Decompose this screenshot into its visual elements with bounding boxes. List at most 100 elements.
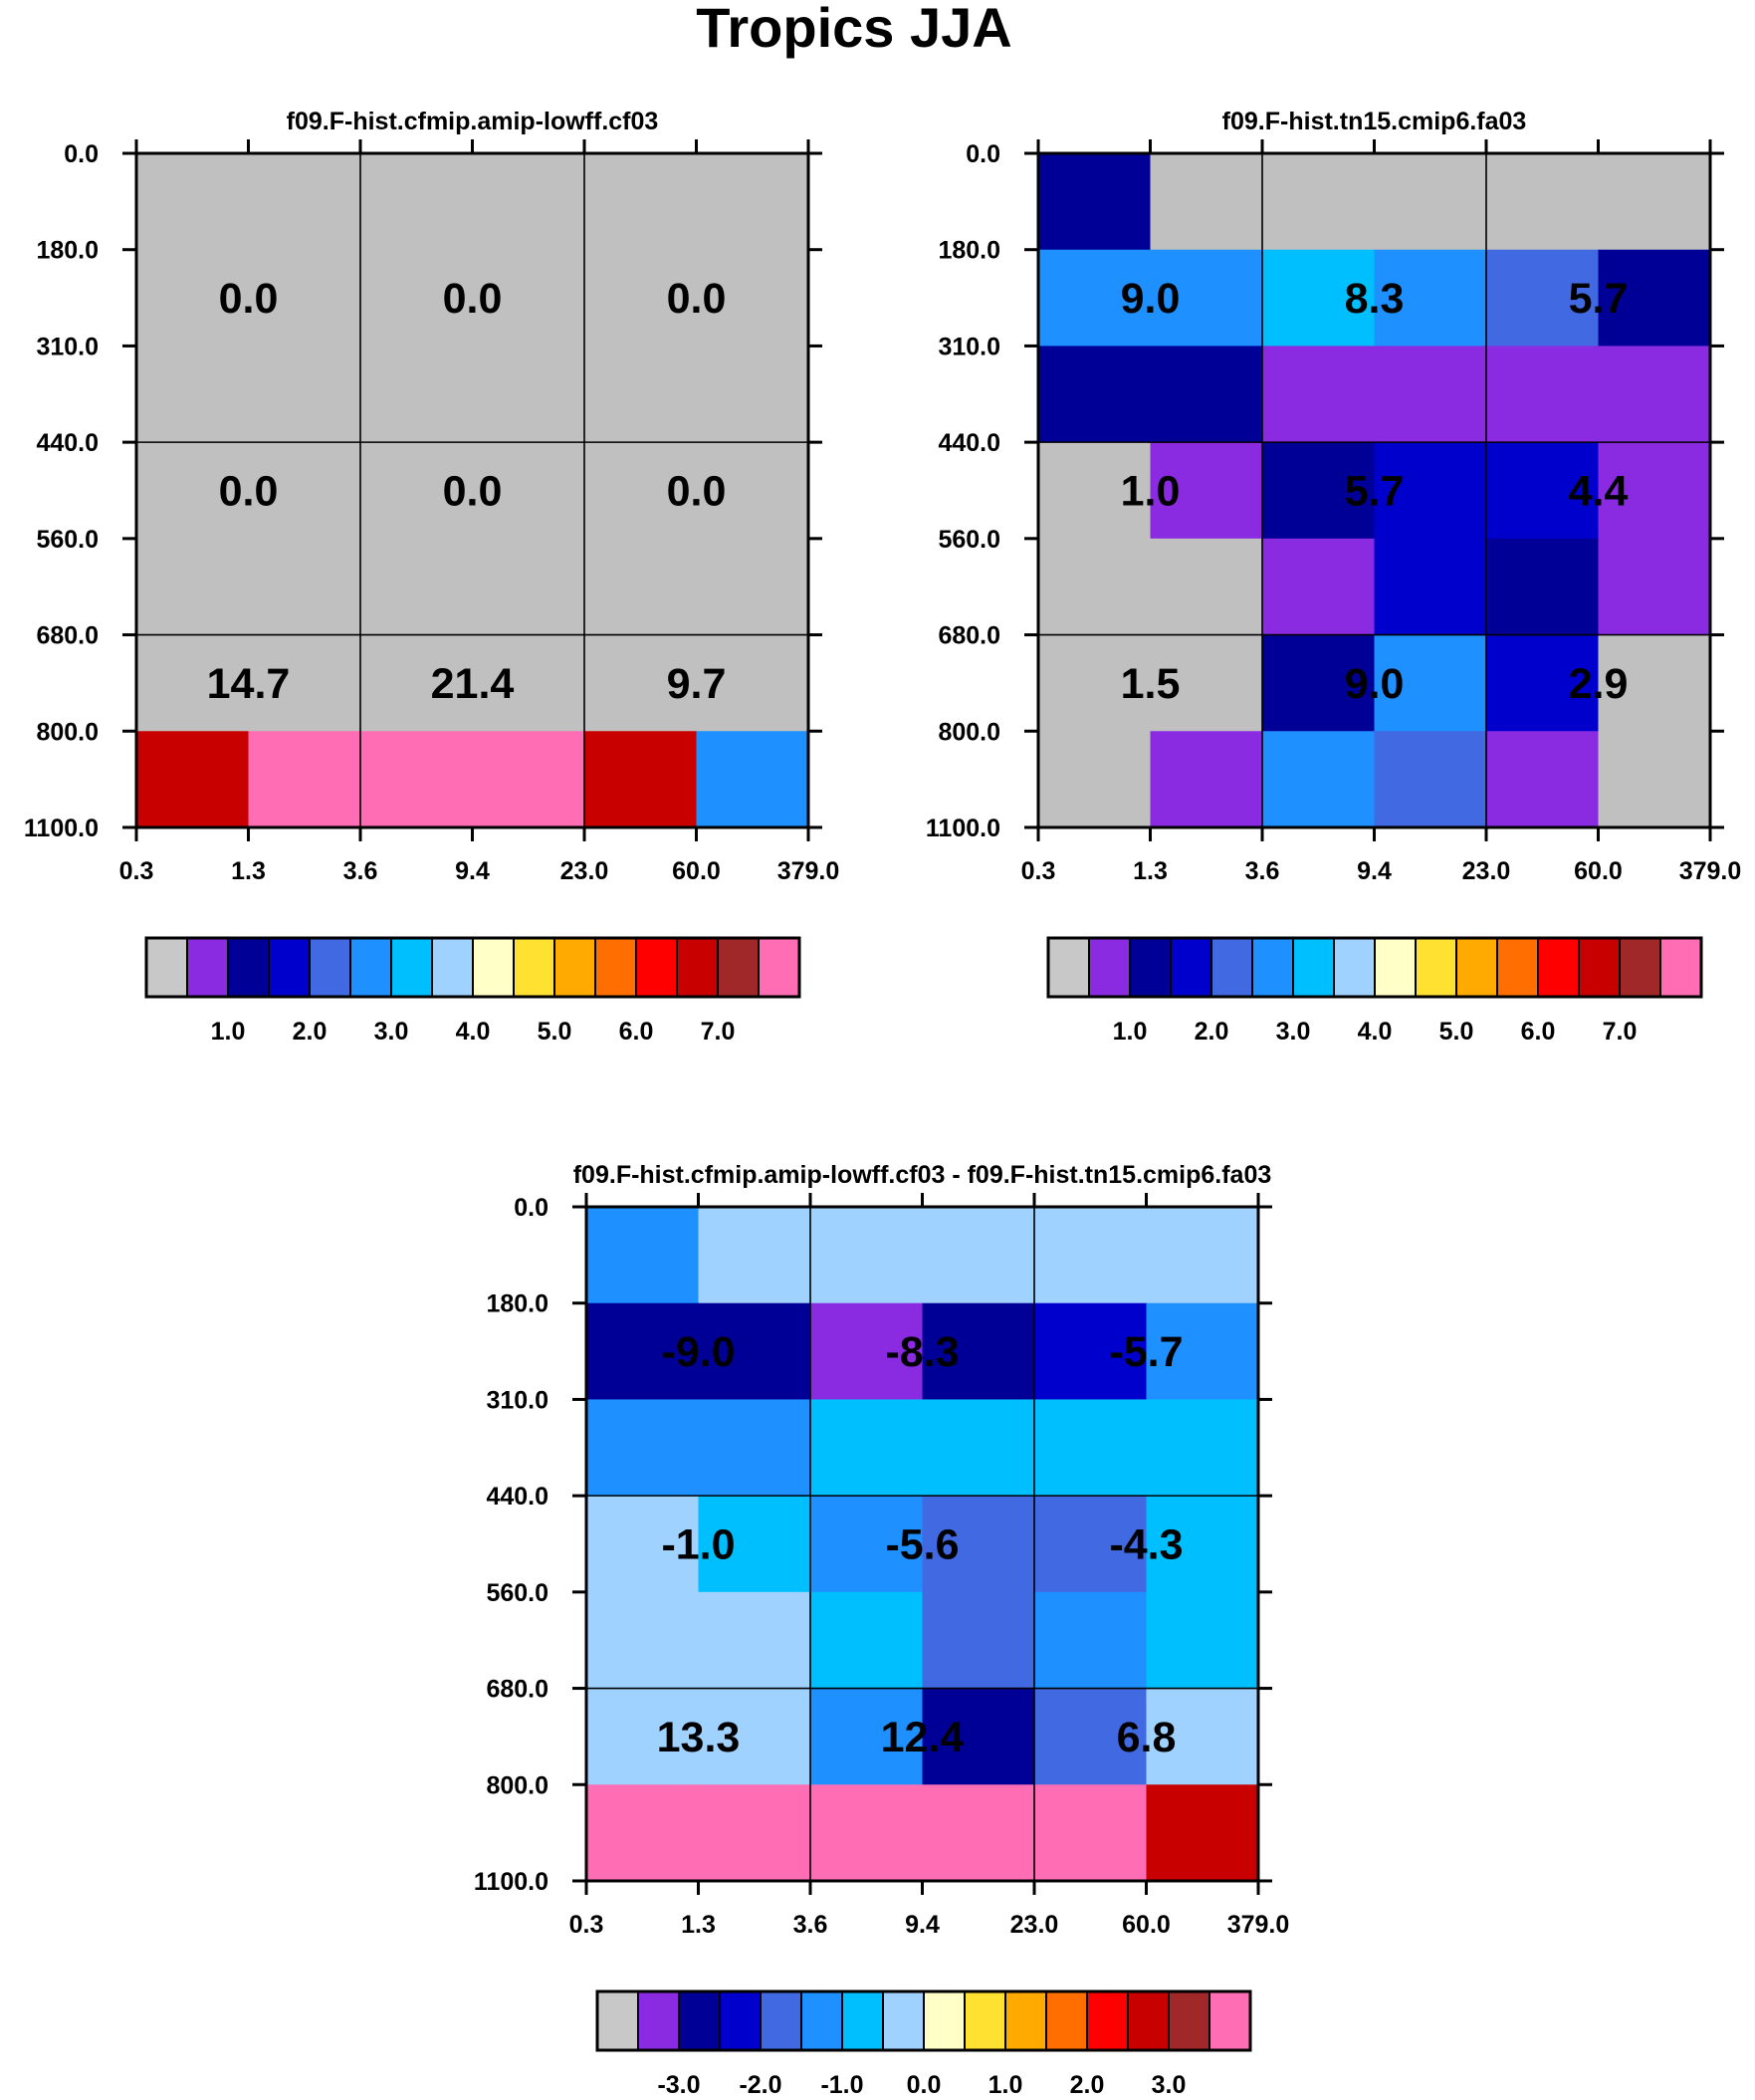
cell-value-label: 0.0 [219,275,279,323]
colorbar-swatch [635,937,678,998]
colorbar-frame [1046,936,1703,999]
heatmap-cell [360,346,474,443]
x-tick-label: 1.3 [231,857,266,885]
heatmap-cell [810,1496,924,1593]
cell-value-label: 0.0 [443,467,503,515]
panel-title: f09.F-hist.tn15.cmip6.fa03 [1222,108,1527,135]
heatmap-cell [698,1688,811,1785]
heatmap-cell [922,1302,1035,1401]
cell-value-label: 5.7 [1569,275,1629,323]
heatmap-cell [360,731,474,828]
heatmap-cell [586,1302,700,1401]
colorbar-frame [595,1989,1252,2052]
heatmap-cell [1038,249,1152,348]
figure-title: Tropics JJA [696,0,1011,59]
heatmap-cell [360,249,474,348]
colorbar-swatch [349,937,392,998]
colorbar-label: 2.0 [1195,1018,1229,1046]
heatmap-cell [810,1399,924,1497]
heatmap-cell [586,1591,700,1690]
heatmap-cell [136,249,250,348]
x-tick-label: 379.0 [1227,1911,1290,1939]
y-tick-label: 680.0 [486,1676,548,1704]
heatmap-cell [696,153,809,251]
heatmap-cell [1598,346,1711,443]
heatmap-cell [1146,1302,1259,1401]
heatmap-cell [586,1688,700,1785]
x-tick-label: 23.0 [1010,1911,1059,1939]
heatmap-cell [1486,634,1600,732]
heatmap-cell [696,346,809,443]
heatmap-cell [586,1784,700,1882]
colorbar-swatch [1496,937,1539,998]
x-tick-label: 1.3 [681,1911,716,1939]
heatmap-cell [136,346,250,443]
y-tick-label: 1100.0 [926,815,1000,842]
heatmap-cell [922,1399,1035,1497]
colorbar-swatch [513,937,555,998]
heatmap-cell [472,731,585,828]
cell-value-label: -4.3 [1109,1520,1183,1568]
heatmap-cell [136,442,250,540]
colorbar-swatch [472,937,515,998]
panel-fa03: 0.3 1.3 3.6 9.4 23.0 60.0 379.0 0.0 180.0 310.0 44… [926,108,1741,1046]
x-tick-label: 3.6 [793,1911,828,1939]
heatmap-cell [1598,731,1711,828]
heatmap-cell [248,538,361,636]
heatmap-cell [1262,442,1376,540]
heatmap-cell [1146,1207,1259,1304]
cell-value-label: 14.7 [207,660,291,708]
cell-value-label: 1.0 [1121,467,1181,515]
heatmap-cell [1262,634,1376,732]
heatmap-cell [136,153,250,251]
heatmap-cell [922,1591,1035,1690]
y-tick-label: 560.0 [486,1579,548,1607]
y-tick-label: 180.0 [486,1290,548,1318]
heatmap-cell [360,538,474,636]
heatmap-cell [1150,442,1263,540]
x-tick-label: 379.0 [1679,857,1742,885]
heatmap-cell [922,1496,1035,1593]
heatmap-cell [698,1302,811,1401]
heatmap-cell [584,153,698,251]
colorbar-label: 4.0 [1358,1018,1393,1046]
cell-value-label: 8.3 [1345,275,1405,323]
colorbar-label: 5.0 [1439,1018,1474,1046]
heatmap-cell [584,442,698,540]
heatmap-cell [1038,731,1152,828]
x-tick-label: 3.6 [1245,857,1280,885]
y-tick-label: 680.0 [36,622,99,650]
heatmap-cell [1598,153,1711,251]
x-tick-label: 60.0 [1574,857,1623,885]
colorbar-swatch [882,1990,925,2051]
heatmap-cell [1038,442,1152,540]
cell-value-label: 6.8 [1117,1714,1177,1761]
y-tick-label: 310.0 [36,333,99,360]
heatmap-cell [1038,538,1152,636]
colorbar-swatch [717,937,760,998]
y-tick-label: 1100.0 [474,1868,548,1896]
heatmap-cell [1598,442,1711,540]
heatmap-cell [472,634,585,732]
heatmap-cell [1150,346,1263,443]
colorbar-swatch [1210,937,1253,998]
heatmap-cell [586,1207,700,1304]
colorbar-swatch [678,1990,721,2051]
colorbar-label: 6.0 [619,1018,654,1046]
colorbar-swatch [1047,937,1090,998]
colorbar-swatch [1659,937,1702,998]
heatmap-cell [584,634,698,732]
heatmap-cell [1374,442,1487,540]
y-tick-label: 440.0 [486,1483,548,1511]
heatmap-cell [1150,153,1263,251]
y-tick-label: 0.0 [514,1194,548,1222]
y-tick-label: 800.0 [486,1771,548,1799]
heatmap-cell [1150,538,1263,636]
colorbar-swatch [923,1990,966,2051]
heatmap-cell [1262,346,1376,443]
heatmap-cell [810,1591,924,1690]
cell-value-label: 0.0 [219,467,279,515]
y-tick-label: 560.0 [36,526,99,554]
x-tick-label: 9.4 [1357,857,1392,885]
